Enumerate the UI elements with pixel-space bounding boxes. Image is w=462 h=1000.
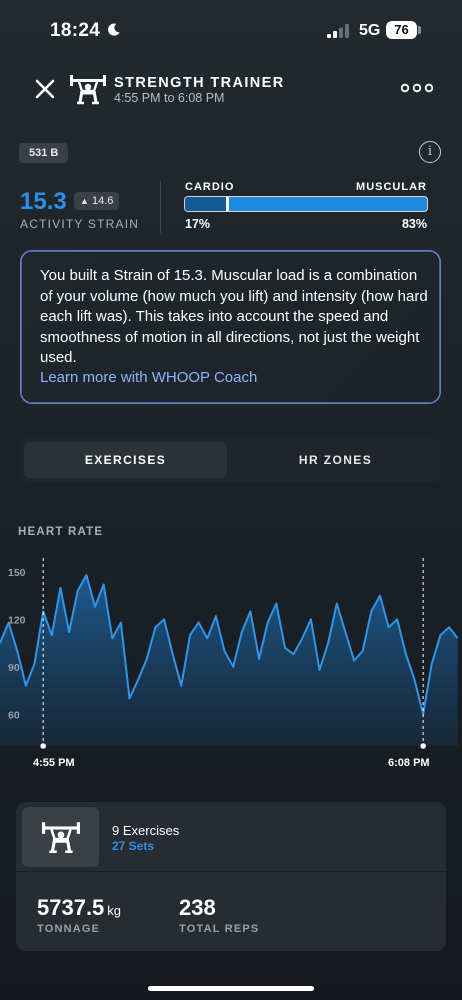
exercise-icon-box [22, 807, 99, 867]
cardio-fill [185, 197, 227, 211]
muscular-percent: 83% [401, 217, 427, 231]
session-end-marker-dot [420, 743, 426, 749]
device-badge: 531 B [19, 143, 69, 163]
strain-delta-value: 14.6 [91, 195, 114, 207]
battery-tip [418, 26, 421, 34]
set-count: 27 Sets [112, 839, 155, 853]
arrow-up-icon: ▲ [80, 196, 89, 206]
coach-card: You built a Strain of 15.3. Muscular loa… [20, 250, 441, 404]
strain-delta-badge: ▲ 14.6 [74, 192, 120, 210]
coach-text: You built a Strain of 15.3. Muscular loa… [40, 267, 428, 366]
tab-hr-zones[interactable]: HR ZONES [298, 453, 373, 467]
cardio-label: CARDIO [185, 181, 235, 193]
chart-end-time: 6:08 PM [388, 757, 430, 769]
tonnage-unit: kg [107, 903, 122, 918]
total-reps-value: 238 [179, 895, 216, 920]
info-icon[interactable]: i [419, 141, 441, 163]
hr-line [0, 574, 459, 716]
session-start-marker-dot [40, 743, 46, 749]
y-tick-label: 90 [8, 662, 20, 674]
y-tick-label: 60 [8, 709, 20, 721]
total-reps-label: TOTAL REPS [179, 923, 260, 935]
time-range: 4:55 PM to 6:08 PM [114, 91, 225, 105]
more-icon[interactable] [401, 83, 433, 93]
tonnage-number: 5737.5 [37, 895, 105, 920]
divider [160, 181, 161, 233]
exercise-summary-card[interactable]: 9 Exercises 27 Sets 5737.5 kg TONNAGE 238… [16, 802, 446, 951]
home-indicator [148, 986, 314, 991]
moon-icon [108, 23, 120, 36]
network-type: 5G [359, 22, 381, 39]
strain-value: 15.3 [20, 188, 67, 215]
heart-rate-chart: 150 120 90 60 [0, 558, 459, 749]
chart-title: HEART RATE [18, 526, 104, 538]
y-tick-label: 150 [8, 567, 26, 579]
exercise-count: 9 Exercises [112, 823, 180, 838]
weightlifter-icon [42, 822, 80, 854]
tonnage-label: TONNAGE [37, 923, 101, 935]
status-time: 18:24 [50, 20, 101, 41]
split-marker [226, 197, 229, 211]
tab-bar: EXERCISES HR ZONES [20, 438, 441, 482]
muscular-label: MUSCULAR [356, 181, 427, 193]
strain-label: ACTIVITY STRAIN [20, 217, 140, 231]
weightlifter-icon [70, 75, 106, 105]
y-tick-label: 120 [8, 614, 26, 626]
battery-indicator: 76 [386, 21, 417, 39]
coach-link[interactable]: Learn more with WHOOP Coach [40, 369, 258, 386]
cardio-percent: 17% [185, 217, 211, 231]
close-icon[interactable] [33, 77, 57, 101]
tab-exercises[interactable]: EXERCISES [24, 442, 227, 478]
chart-start-time: 4:55 PM [33, 757, 75, 769]
signal-icon [327, 24, 349, 38]
page-title: STRENGTH TRAINER [114, 75, 285, 91]
tonnage-value: 5737.5 kg [37, 895, 121, 921]
summary-divider [16, 871, 446, 872]
load-split-bar [184, 196, 428, 212]
